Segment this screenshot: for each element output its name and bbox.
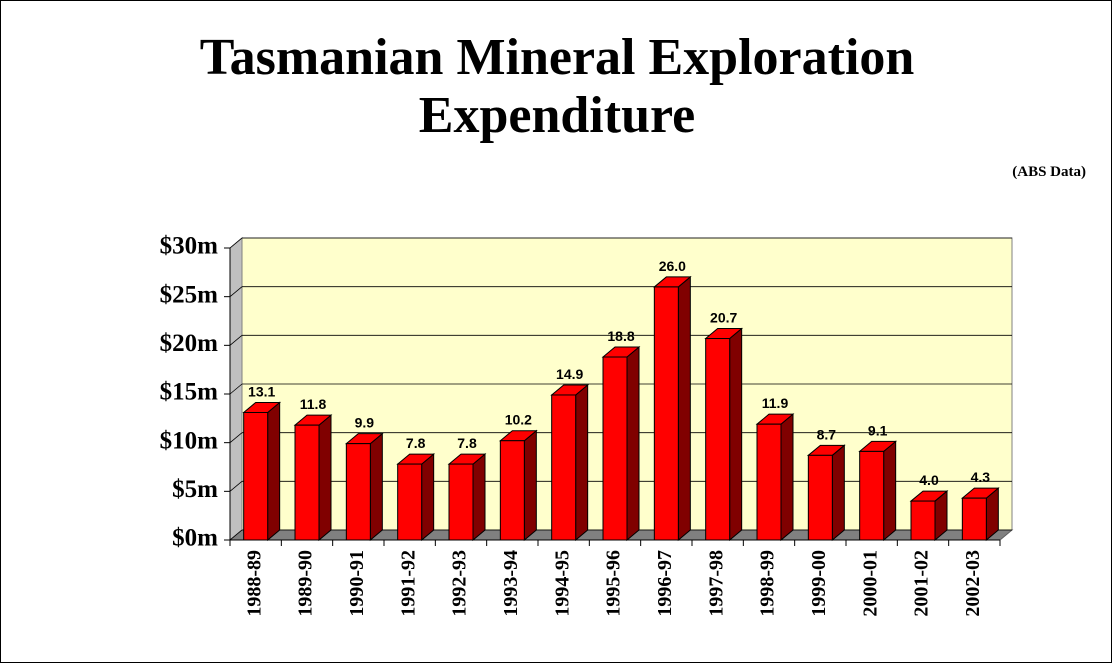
value-label: 20.7 — [710, 310, 737, 326]
x-tick-label: 1993-94 — [500, 550, 522, 617]
chart-subtitle: (ABS Data) — [1012, 164, 1086, 180]
bar — [345, 443, 371, 541]
bar — [910, 500, 936, 541]
bar-side — [677, 275, 691, 542]
bar — [859, 450, 885, 541]
value-label: 11.9 — [762, 395, 789, 411]
bar-side — [369, 432, 383, 542]
x-tick-label: 1992-93 — [449, 550, 471, 617]
grid-line-side — [229, 286, 243, 297]
bar — [961, 497, 987, 541]
bar — [602, 356, 628, 541]
bar-side — [421, 453, 435, 542]
value-label: 13.1 — [248, 383, 275, 399]
value-label: 4.3 — [971, 469, 991, 485]
grid-line-side — [229, 481, 243, 492]
y-tick-label: $10m — [160, 427, 219, 454]
bar-side — [831, 444, 845, 542]
bar — [397, 463, 423, 541]
x-tick-label: 2000-01 — [859, 550, 881, 617]
bar-side — [729, 327, 743, 542]
bar — [499, 440, 525, 541]
bar-side — [626, 345, 640, 542]
x-tick-label: 1994-95 — [551, 550, 573, 617]
x-tick-label: 1988-89 — [243, 550, 265, 617]
grid-line-side — [229, 529, 243, 541]
bar — [653, 286, 679, 541]
value-label: 8.7 — [817, 426, 837, 442]
bar-side — [575, 383, 589, 542]
x-tick-label: 1989-90 — [295, 550, 317, 617]
x-tick-label: 1999-00 — [808, 550, 830, 617]
bar-side — [883, 440, 897, 542]
x-tick-label: 1995-96 — [603, 550, 625, 617]
grid-line-side — [229, 383, 243, 395]
bar — [551, 394, 577, 541]
y-tick-label: $25m — [160, 281, 219, 308]
bar — [705, 338, 731, 541]
bar-side — [318, 414, 332, 542]
y-tick-label: $20m — [160, 330, 219, 357]
x-tick-label: 1991-92 — [397, 550, 419, 617]
bar-side — [523, 429, 537, 542]
value-label: 7.8 — [406, 435, 426, 451]
value-label: 11.8 — [300, 396, 327, 412]
grid-line-side — [229, 432, 243, 443]
chart-title: Tasmanian Mineral Exploration Expenditur… — [199, 29, 915, 144]
bar-side — [780, 413, 794, 542]
y-tick-label: $0m — [172, 525, 218, 552]
value-label: 14.9 — [556, 366, 583, 382]
value-label: 7.8 — [457, 435, 477, 451]
x-tick-label: 1997-98 — [705, 550, 727, 617]
value-label: 4.0 — [919, 472, 939, 488]
y-tick-label: $15m — [160, 379, 219, 406]
bar-side — [472, 453, 486, 542]
y-tick-label: $5m — [172, 476, 218, 503]
bar — [756, 423, 782, 541]
bar — [243, 411, 269, 541]
x-tick-label: 1996-97 — [654, 550, 676, 617]
value-label: 26.0 — [659, 258, 686, 274]
value-label: 9.1 — [868, 422, 888, 438]
bar — [807, 454, 833, 541]
x-tick-label: 2002-03 — [962, 550, 984, 617]
x-tick-label: 2001-02 — [911, 550, 933, 617]
value-label: 9.9 — [355, 415, 375, 431]
y-tick-label: $30m — [160, 233, 219, 260]
grid-line-side — [229, 335, 243, 346]
bar-side — [267, 401, 281, 542]
x-tick-label: 1998-99 — [757, 550, 779, 617]
bar — [448, 463, 474, 541]
value-label: 10.2 — [505, 412, 532, 428]
value-label: 18.8 — [607, 328, 634, 344]
grid-line-side — [229, 237, 243, 249]
x-tick-label: 1990-91 — [346, 550, 368, 617]
bar — [294, 424, 320, 541]
